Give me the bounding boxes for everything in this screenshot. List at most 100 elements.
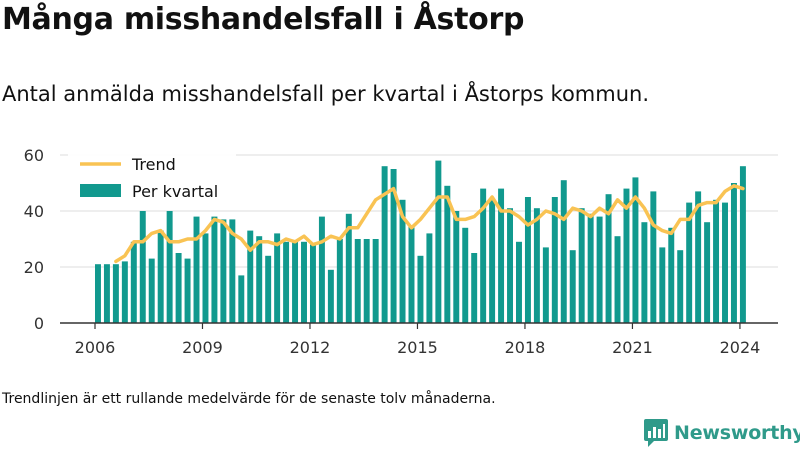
legend-background: [68, 152, 236, 210]
bar: [730, 183, 737, 323]
bar: [623, 188, 630, 323]
bar: [713, 199, 720, 323]
trend-line: [114, 184, 745, 264]
bar: [614, 236, 621, 323]
bar: [318, 216, 325, 323]
bar: [103, 264, 110, 323]
bar: [247, 230, 254, 323]
bar: [327, 269, 334, 323]
bar: [426, 233, 433, 323]
bar: [121, 261, 128, 323]
bar: [668, 227, 675, 323]
bar: [211, 216, 218, 323]
bar: [453, 211, 460, 323]
x-tick-label: 2024: [720, 338, 761, 357]
trend-series: [114, 184, 745, 264]
bar: [381, 166, 388, 323]
legend-bar-label: Per kvartal: [132, 182, 218, 201]
bar: [650, 191, 657, 323]
bar: [417, 255, 424, 323]
bar: [175, 253, 182, 323]
bar: [542, 247, 549, 323]
bar: [354, 239, 361, 323]
bar: [533, 208, 540, 323]
bar: [256, 236, 263, 323]
x-tick-label: 2009: [182, 338, 223, 357]
bar: [498, 188, 505, 323]
bar: [220, 219, 227, 323]
bar: [345, 213, 352, 323]
bar: [372, 239, 379, 323]
bar: [695, 191, 702, 323]
bar: [739, 166, 746, 323]
x-tick-label: 2018: [505, 338, 546, 357]
bar: [130, 241, 137, 323]
brand-logo: Newsworthy: [644, 419, 800, 447]
bar: [292, 241, 299, 323]
x-tick-label: 2006: [75, 338, 116, 357]
bar: [632, 177, 639, 323]
bar: [301, 241, 307, 323]
bar: [157, 230, 164, 323]
bar: [265, 255, 272, 323]
footnote: Trendlinjen är ett rullande medelvärde f…: [2, 391, 496, 407]
bar: [408, 225, 415, 323]
chart-subtitle: Antal anmälda misshandelsfall per kvarta…: [2, 82, 650, 106]
legend-trend-label: Trend: [131, 155, 176, 174]
bar: [516, 241, 522, 323]
bar: [309, 244, 316, 323]
bar: [363, 239, 370, 323]
bar: [524, 197, 531, 323]
bar: [471, 253, 478, 323]
bar: [283, 241, 290, 323]
legend: Trend Per kvartal: [68, 152, 236, 210]
bar: [229, 219, 236, 323]
bar: [184, 258, 191, 323]
bar: [193, 216, 200, 323]
bar: [722, 202, 728, 323]
bar: [112, 264, 119, 323]
bar: [686, 202, 693, 323]
bar: [578, 208, 585, 323]
bar: [489, 199, 496, 323]
bar: [238, 275, 245, 323]
bar: [560, 180, 567, 323]
y-tick-label: 40: [24, 202, 44, 221]
bar: [569, 250, 576, 323]
bar: [462, 227, 469, 323]
bar: [659, 247, 666, 323]
y-tick-label: 0: [34, 314, 44, 333]
bar: [139, 211, 146, 323]
bar: [480, 188, 487, 323]
bar: [148, 258, 155, 323]
bar: [399, 199, 406, 323]
bar: [596, 216, 603, 323]
x-tick-label: 2021: [612, 338, 653, 357]
legend-bar-swatch: [80, 184, 121, 197]
newsworthy-logo-icon: [644, 419, 668, 447]
y-tick-label: 20: [24, 258, 44, 277]
bar: [605, 194, 612, 323]
bar: [444, 185, 451, 323]
bar: [390, 169, 397, 323]
chart-canvas: 0 20 40 60 2006 2009 2012 2015 2018 2021 2024 Tren…: [24, 146, 778, 357]
bar: [704, 222, 711, 323]
bar: [641, 222, 648, 323]
x-tick-label: 2012: [290, 338, 331, 357]
bar: [166, 211, 173, 323]
axes: 0 20 40 60 2006 2009 2012 2015 2018 2021 2024: [24, 146, 778, 357]
bar: [336, 239, 343, 323]
chart-title: Många misshandelsfall i Åstorp: [2, 2, 525, 37]
bar: [677, 250, 684, 323]
bar: [507, 208, 514, 323]
brand-name: Newsworthy: [674, 422, 800, 444]
bar: [95, 264, 101, 323]
bar: [274, 233, 281, 323]
bar: [587, 213, 594, 323]
bar: [551, 197, 558, 323]
x-tick-label: 2015: [397, 338, 438, 357]
bar-series: [95, 160, 746, 323]
y-tick-label: 60: [24, 146, 44, 165]
bar: [202, 233, 209, 323]
bar: [435, 160, 442, 323]
